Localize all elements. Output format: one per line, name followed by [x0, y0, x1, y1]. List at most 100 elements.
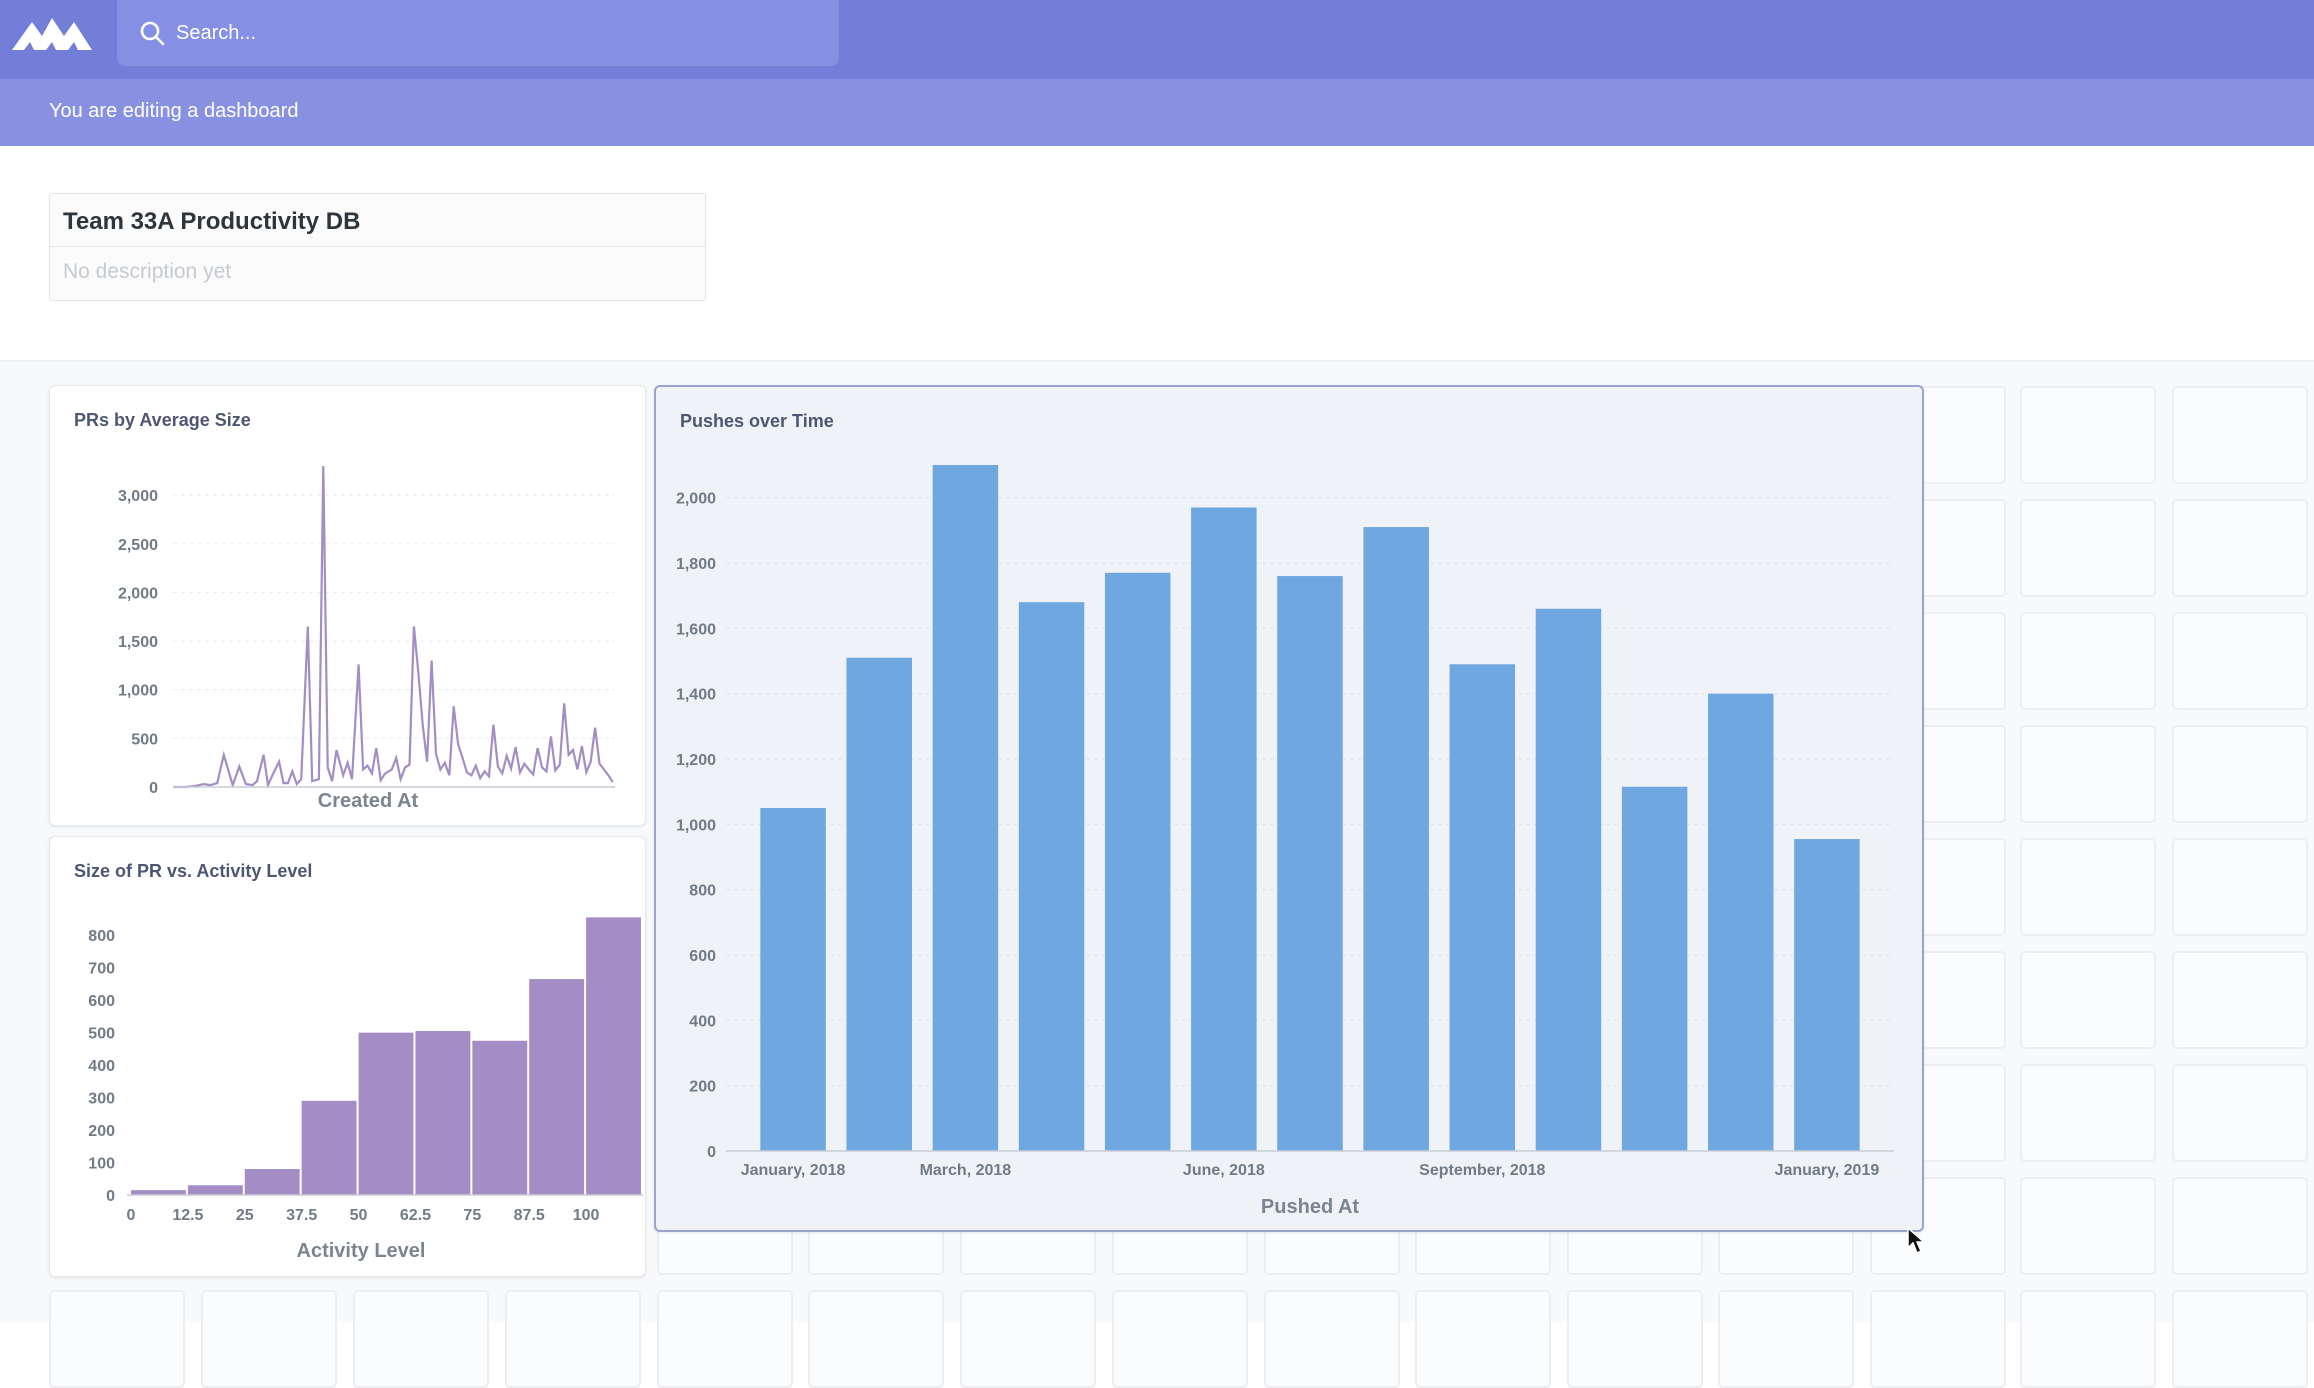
grid-placeholder-cell	[505, 1290, 641, 1388]
grid-placeholder-cell	[2172, 1290, 2308, 1388]
grid-placeholder-cell	[353, 1290, 489, 1388]
x-tick-label: March, 2018	[920, 1162, 1012, 1179]
series-line	[173, 465, 614, 789]
card-title: PRs by Average Size	[74, 410, 251, 430]
x-tick-label: 50	[350, 1207, 368, 1224]
bar	[1794, 839, 1860, 1151]
grid-placeholder-cell	[1112, 1290, 1248, 1388]
y-tick-label: 1,600	[676, 621, 716, 638]
grid-placeholder-cell	[2020, 499, 2156, 597]
grid-placeholder-cell	[2172, 1177, 2308, 1275]
grid-placeholder-cell	[2020, 725, 2156, 823]
grid-placeholder-cell	[2172, 725, 2308, 823]
dashboard-description-input[interactable]: No description yet	[63, 260, 232, 283]
x-axis-label: Pushed At	[1261, 1196, 1359, 1218]
search-bar[interactable]	[117, 0, 839, 66]
grid-placeholder-cell	[960, 1290, 1096, 1388]
y-tick-label: 100	[88, 1156, 115, 1173]
y-tick-label: 500	[131, 731, 158, 748]
y-tick-label: 0	[149, 780, 158, 797]
card-title: Pushes over Time	[680, 411, 834, 431]
y-tick-label: 600	[88, 993, 115, 1010]
y-tick-label: 700	[88, 961, 115, 978]
grid-placeholder-cell	[657, 1290, 793, 1388]
x-tick-label: 37.5	[286, 1207, 317, 1224]
y-tick-label: 1,400	[676, 687, 716, 704]
editing-banner-text: You are editing a dashboard	[49, 100, 299, 122]
dashboard-title-input[interactable]: Team 33A Productivity DB	[50, 194, 705, 247]
grid-placeholder-cell	[2020, 612, 2156, 710]
grid-placeholder-cell	[2172, 386, 2308, 484]
bar	[1018, 602, 1085, 1151]
line-chart: 0 500 1,000 1,500 2,000 2,500 3,000 Created At	[118, 465, 615, 812]
bar	[1449, 664, 1516, 1151]
y-tick-label: 1,200	[676, 752, 716, 769]
y-tick-label: 200	[689, 1079, 716, 1096]
grid-placeholder-cell	[808, 1290, 944, 1388]
grid-placeholder-cell	[2020, 386, 2156, 484]
histogram-bar	[415, 1031, 471, 1195]
top-nav	[0, 0, 2314, 79]
y-tick-label: 3,000	[118, 488, 158, 505]
y-tick-label: 800	[689, 883, 716, 900]
histogram-bar	[301, 1100, 357, 1195]
bar	[1191, 507, 1257, 1151]
x-tick-label: 75	[463, 1207, 481, 1224]
y-tick-label: 2,000	[676, 491, 716, 508]
histogram-bar	[586, 917, 641, 1195]
bar	[932, 465, 999, 1151]
y-tick-label: 800	[88, 928, 115, 945]
y-tick-label: 300	[88, 1091, 115, 1108]
bar	[1535, 608, 1602, 1151]
grid-placeholder-cell	[1567, 1290, 1703, 1388]
card-pushes-over-time[interactable]: Pushes over Time 0 200 400 600 800 1,000 1,200…	[654, 385, 1924, 1232]
x-tick-label: 100	[573, 1207, 600, 1224]
logo-icon[interactable]	[12, 10, 92, 50]
y-tick-label: 1,000	[118, 683, 158, 700]
x-tick-label: 0	[127, 1207, 136, 1224]
dashboard-title-editor: Team 33A Productivity DB No description …	[49, 193, 706, 301]
grid-placeholder-cell	[1264, 1290, 1400, 1388]
y-tick-label: 500	[88, 1026, 115, 1043]
mouse-cursor-icon	[1907, 1226, 1926, 1255]
grid-placeholder-cell	[1870, 1290, 2006, 1388]
histogram-bar	[529, 979, 585, 1195]
y-tick-label: 400	[88, 1058, 115, 1075]
card-prs-by-average-size[interactable]: PRs by Average Size 0 500 1,000 1,500 2,000 2…	[49, 385, 646, 826]
grid-placeholder-cell	[49, 1290, 185, 1388]
bar	[1277, 576, 1343, 1151]
bar	[1621, 786, 1688, 1151]
y-tick-label: 0	[106, 1188, 115, 1205]
grid-placeholder-cell	[2172, 499, 2308, 597]
grid-placeholder-cell	[1718, 1290, 1854, 1388]
card-size-of-pr-vs-activity-level[interactable]: Size of PR vs. Activity Level 0 100 200 300…	[49, 836, 646, 1277]
histogram-bar	[472, 1040, 528, 1195]
grid-placeholder-cell	[2020, 838, 2156, 936]
grid-placeholder-cell	[2020, 1290, 2156, 1388]
y-tick-label: 600	[689, 948, 716, 965]
x-tick-label: September, 2018	[1419, 1162, 1545, 1179]
x-tick-label: 25	[236, 1207, 254, 1224]
x-tick-label: 87.5	[514, 1207, 545, 1224]
bar-chart: 0 200 400 600 800 1,000 1,200 1,400 1,600 1,800 2,…	[676, 465, 1894, 1218]
x-axis-label: Created At	[318, 790, 419, 812]
bar	[760, 808, 826, 1151]
y-tick-label: 0	[707, 1144, 716, 1161]
histogram-bar	[358, 1032, 414, 1195]
histogram-bar	[187, 1185, 243, 1195]
x-tick-label: 12.5	[172, 1207, 203, 1224]
grid-placeholder-cell	[2172, 1064, 2308, 1162]
search-icon	[140, 21, 165, 46]
histogram-bar	[131, 1190, 186, 1195]
editing-banner: You are editing a dashboard	[0, 79, 2314, 146]
y-tick-label: 2,000	[118, 585, 158, 602]
x-tick-label: 62.5	[400, 1207, 431, 1224]
bar	[1104, 572, 1171, 1151]
y-tick-label: 1,500	[118, 634, 158, 651]
y-tick-label: 1,000	[676, 817, 716, 834]
bar	[1363, 527, 1429, 1151]
y-tick-label: 2,500	[118, 537, 158, 554]
y-tick-label: 200	[88, 1123, 115, 1140]
y-tick-label: 400	[689, 1013, 716, 1030]
search-input[interactable]	[174, 14, 818, 52]
